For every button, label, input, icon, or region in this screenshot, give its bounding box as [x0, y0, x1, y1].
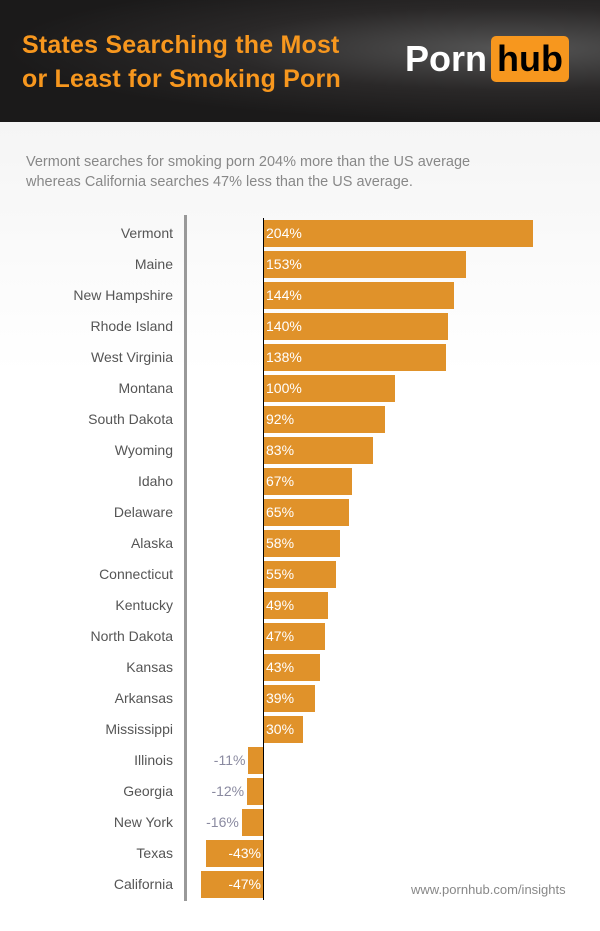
value-label: -12% — [211, 783, 245, 799]
value-label: 100% — [266, 380, 302, 396]
category-label: Vermont — [120, 225, 173, 241]
chart-title: States Searching the Most or Least for S… — [22, 28, 341, 96]
bar — [263, 375, 396, 402]
value-label: -16% — [206, 814, 239, 830]
category-label: Wyoming — [114, 442, 173, 458]
value-label: 204% — [266, 225, 302, 241]
category-label: Illinois — [134, 752, 173, 768]
bar — [200, 871, 263, 898]
value-label: 49% — [266, 597, 295, 613]
value-label: -47% — [228, 876, 261, 892]
zero-line — [263, 218, 264, 900]
bar — [263, 530, 340, 557]
logo-text-left: Porn — [405, 38, 488, 79]
category-label: New Hampshire — [73, 287, 173, 303]
value-label: 67% — [266, 473, 295, 489]
bar — [263, 406, 385, 433]
value-label: 138% — [266, 349, 302, 365]
value-label: 58% — [266, 535, 295, 551]
bar — [263, 282, 454, 309]
value-label: 39% — [266, 690, 295, 706]
bar — [241, 809, 263, 836]
bar — [263, 220, 533, 247]
category-label: North Dakota — [90, 628, 173, 644]
title-line-2: or Least for Smoking Porn — [22, 65, 341, 93]
bar — [263, 654, 320, 681]
category-label: California — [113, 876, 173, 892]
bar — [247, 778, 263, 805]
bar — [263, 251, 466, 278]
value-label: 30% — [266, 721, 295, 737]
category-label: Kansas — [126, 659, 173, 675]
value-label: 65% — [266, 504, 295, 520]
subtitle-line-1: Vermont searches for smoking porn 204% m… — [26, 154, 471, 170]
logo-text-right: hub — [491, 36, 569, 82]
category-label: Maine — [134, 256, 173, 272]
bar — [263, 561, 336, 588]
bar — [263, 592, 328, 619]
bar — [263, 623, 326, 650]
category-label: South Dakota — [88, 411, 173, 427]
title-line-1: States Searching the Most — [22, 31, 340, 59]
bar — [263, 716, 303, 743]
category-label: Rhode Island — [90, 318, 173, 334]
source-url: www.pornhub.com/insights — [411, 882, 566, 897]
bar — [263, 344, 446, 371]
category-label: Georgia — [123, 783, 173, 799]
bar — [263, 468, 352, 495]
category-label: Idaho — [137, 473, 173, 489]
bar — [263, 437, 373, 464]
category-label: West Virginia — [91, 349, 173, 365]
category-label: Delaware — [113, 504, 173, 520]
category-label: Mississippi — [105, 721, 173, 737]
category-label: Montana — [118, 380, 173, 396]
pornhub-logo: Porn hub — [405, 36, 569, 82]
value-label: 43% — [266, 659, 295, 675]
value-label: 47% — [266, 628, 295, 644]
bar — [248, 747, 263, 774]
category-label: Alaska — [130, 535, 173, 551]
subtitle-line-2: whereas California searches 47% less tha… — [26, 174, 413, 190]
value-label: 55% — [266, 566, 295, 582]
category-label: Arkansas — [114, 690, 173, 706]
category-label: Texas — [136, 845, 173, 861]
category-axis — [184, 215, 187, 901]
bar — [263, 685, 315, 712]
bar — [263, 313, 449, 340]
value-label: 83% — [266, 442, 295, 458]
category-label: Connecticut — [99, 566, 173, 582]
value-label: -43% — [228, 845, 261, 861]
value-label: 153% — [266, 256, 302, 272]
value-label: 140% — [266, 318, 302, 334]
value-label: -11% — [213, 752, 246, 768]
chart-subtitle: Vermont searches for smoking porn 204% m… — [26, 152, 470, 192]
value-label: 144% — [266, 287, 302, 303]
value-label: 92% — [266, 411, 295, 427]
category-label: New York — [113, 814, 173, 830]
header-banner: States Searching the Most or Least for S… — [0, 0, 600, 122]
bar — [263, 499, 350, 526]
bar — [206, 840, 263, 867]
category-label: Kentucky — [115, 597, 173, 613]
